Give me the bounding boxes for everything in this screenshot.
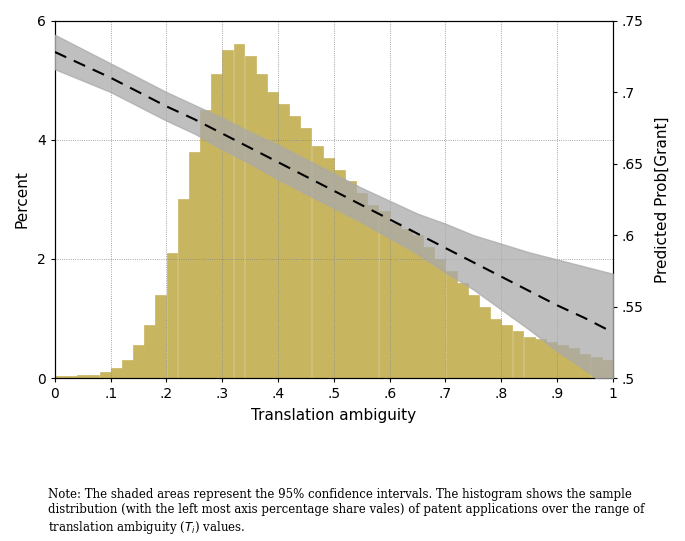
Bar: [512, 331, 523, 378]
Bar: [323, 157, 334, 378]
Bar: [490, 319, 501, 378]
Bar: [580, 354, 590, 378]
Y-axis label: Percent: Percent: [15, 170, 30, 228]
Bar: [88, 375, 99, 378]
Bar: [345, 181, 356, 378]
Y-axis label: Predicted Prob[Grant]: Predicted Prob[Grant]: [655, 116, 670, 282]
Bar: [401, 229, 412, 378]
Bar: [189, 151, 200, 378]
Bar: [457, 283, 468, 378]
Bar: [356, 193, 367, 378]
Bar: [569, 348, 580, 378]
Bar: [245, 56, 256, 378]
Bar: [445, 271, 456, 378]
Bar: [479, 307, 490, 378]
Bar: [367, 206, 378, 378]
Bar: [145, 325, 155, 378]
X-axis label: Translation ambiguity: Translation ambiguity: [251, 408, 416, 423]
Bar: [122, 360, 133, 378]
Bar: [177, 200, 188, 378]
Bar: [211, 74, 222, 378]
Bar: [155, 295, 166, 378]
Bar: [557, 346, 568, 378]
Bar: [267, 92, 278, 378]
Bar: [111, 367, 122, 378]
Bar: [379, 212, 390, 378]
Bar: [223, 50, 234, 378]
Bar: [133, 346, 144, 378]
Bar: [501, 325, 512, 378]
Bar: [524, 337, 534, 378]
Bar: [55, 377, 66, 378]
Bar: [412, 235, 423, 378]
Bar: [390, 223, 401, 378]
Bar: [590, 358, 601, 378]
Bar: [602, 360, 613, 378]
Bar: [278, 104, 289, 378]
Bar: [166, 253, 177, 378]
Bar: [99, 372, 110, 378]
Bar: [66, 377, 77, 378]
Bar: [289, 116, 300, 378]
Bar: [312, 146, 323, 378]
Bar: [200, 110, 211, 378]
Bar: [301, 128, 312, 378]
Text: Note: The shaded areas represent the 95% confidence intervals. The histogram sho: Note: The shaded areas represent the 95%…: [48, 488, 645, 536]
Bar: [535, 340, 546, 378]
Bar: [334, 169, 345, 378]
Bar: [434, 259, 445, 378]
Bar: [77, 375, 88, 378]
Bar: [256, 74, 266, 378]
Bar: [468, 295, 479, 378]
Bar: [423, 247, 434, 378]
Bar: [546, 342, 557, 378]
Bar: [234, 44, 245, 378]
